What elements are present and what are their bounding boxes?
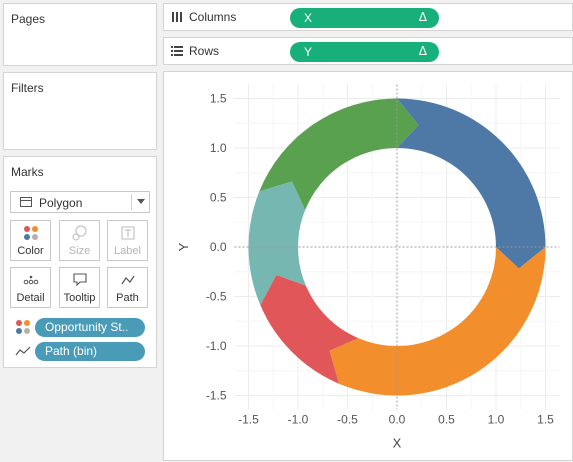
x-tick-label: -1.0: [288, 413, 309, 427]
ring-segments[interactable]: [248, 98, 546, 396]
delta-icon: Δ: [418, 44, 427, 58]
x-tick-label: 1.5: [537, 413, 554, 427]
ring-segment-5[interactable]: [259, 98, 419, 210]
y-tick-label: 1.0: [210, 141, 227, 155]
path-button[interactable]: Path: [107, 267, 148, 308]
color-button[interactable]: Color: [10, 220, 51, 261]
dropdown-divider: [131, 194, 132, 210]
pages-card: Pages: [3, 3, 157, 66]
chevron-down-icon[interactable]: [137, 199, 145, 204]
y-tick-label: -1.5: [206, 389, 227, 403]
x-tick-label: 0.0: [389, 413, 406, 427]
opportunity-stage-pill[interactable]: Opportunity St..: [35, 318, 145, 337]
pages-title: Pages: [11, 12, 46, 26]
color-dots-icon: [15, 319, 31, 335]
tooltip-button[interactable]: Tooltip: [59, 267, 100, 308]
mark-type-dropdown[interactable]: Polygon: [10, 191, 150, 213]
rows-shelf[interactable]: Rows Y Δ: [163, 37, 573, 65]
rows-icon: [170, 44, 184, 58]
path-button-label: Path: [116, 292, 139, 304]
y-tick-label: 0.0: [210, 240, 227, 254]
path-icon: [15, 343, 31, 359]
y-tick-label: 1.5: [210, 92, 227, 106]
tooltip-button-label: Tooltip: [63, 292, 96, 304]
y-pill[interactable]: Y Δ: [290, 42, 439, 62]
marks-title: Marks: [11, 165, 44, 179]
ring-segment-2[interactable]: [329, 247, 546, 396]
detail-button[interactable]: Detail: [10, 267, 51, 308]
y-tick-label: -1.0: [206, 339, 227, 353]
filters-card[interactable]: Filters: [3, 72, 157, 150]
y-tick-label: 0.5: [210, 191, 227, 205]
path-icon: [108, 271, 147, 289]
size-button[interactable]: Size: [59, 220, 100, 261]
color-dots-icon: [11, 224, 50, 242]
detail-button-label: Detail: [16, 292, 45, 304]
size-icon: [60, 224, 99, 242]
columns-label: Columns: [189, 10, 237, 24]
label-button[interactable]: Label: [107, 220, 148, 261]
filters-title: Filters: [11, 81, 44, 95]
x-axis-ticks: -1.5 -1.0 -0.5 0.0 0.5 1.0 1.5: [238, 413, 554, 427]
x-pill-label: X: [304, 11, 313, 25]
x-tick-label: 0.5: [438, 413, 455, 427]
zero-lines: [234, 84, 560, 410]
mark-type-label: Polygon: [39, 196, 83, 210]
label-button-label: Label: [114, 245, 141, 257]
x-tick-label: 1.0: [488, 413, 505, 427]
color-button-label: Color: [17, 245, 44, 257]
polygon-mark-icon: [20, 197, 32, 207]
delta-icon: Δ: [418, 10, 427, 24]
y-axis-ticks: 1.5 1.0 0.5 0.0 -0.5 -1.0 -1.5: [206, 92, 227, 403]
chart-canvas[interactable]: -1.5 -1.0 -0.5 0.0 0.5 1.0 1.5 1.5 1.0 0.5 0.0 -0.…: [163, 71, 573, 461]
y-axis-title: Y: [176, 242, 191, 251]
ring-segment-4[interactable]: [248, 181, 306, 306]
columns-icon: [170, 10, 184, 24]
opportunity-stage-pill-label: Opportunity St..: [45, 320, 129, 334]
label-icon: [108, 224, 147, 242]
columns-shelf[interactable]: Columns X Δ: [163, 3, 573, 31]
path-bin-pill-label: Path (bin): [45, 344, 98, 358]
detail-dots-icon: [11, 271, 50, 289]
y-tick-label: -0.5: [206, 290, 227, 304]
y-pill-label: Y: [304, 45, 313, 59]
rows-label: Rows: [189, 44, 220, 58]
path-bin-pill[interactable]: Path (bin): [35, 342, 145, 361]
size-button-label: Size: [68, 245, 91, 257]
x-pill[interactable]: X Δ: [290, 8, 439, 28]
x-tick-label: -0.5: [337, 413, 358, 427]
ring-chart[interactable]: -1.5 -1.0 -0.5 0.0 0.5 1.0 1.5 1.5 1.0 0.5 0.0 -0.…: [164, 72, 573, 462]
ring-segment-3[interactable]: [260, 274, 359, 384]
ring-segment-1[interactable]: [397, 98, 546, 269]
x-axis-title: X: [393, 436, 402, 451]
x-tick-label: -1.5: [238, 413, 259, 427]
tooltip-icon: [60, 271, 99, 289]
